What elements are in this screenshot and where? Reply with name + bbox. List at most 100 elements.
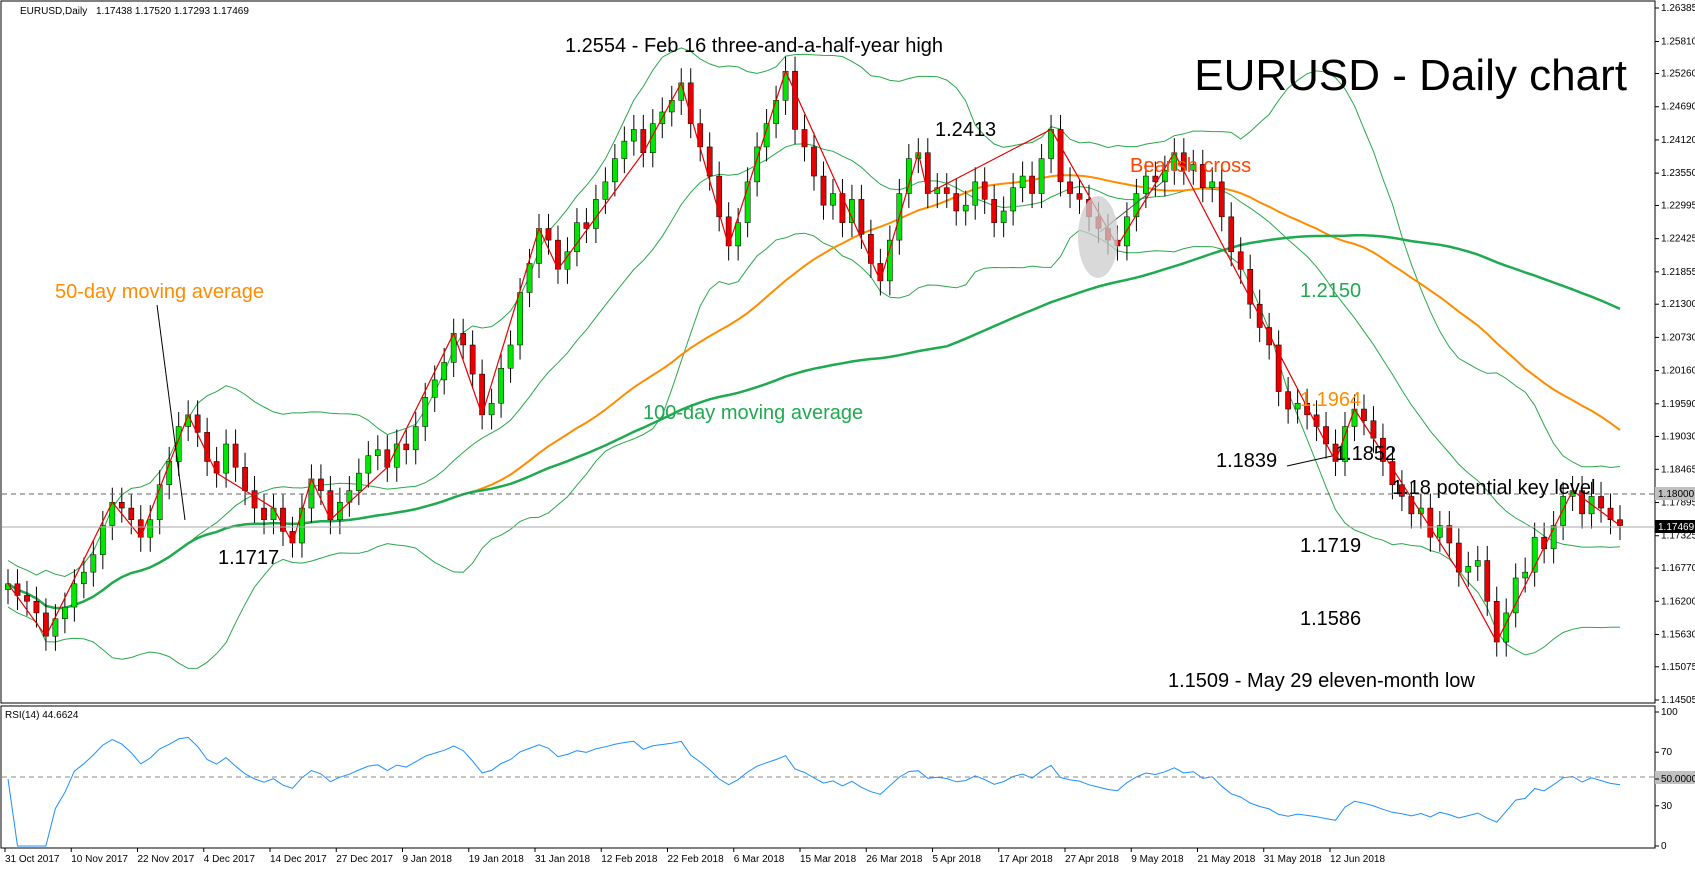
candle-body: [1465, 566, 1472, 573]
price-tick-label: 1.15075: [1661, 662, 1695, 673]
price-tick-label: 1.16770: [1661, 563, 1695, 574]
candle-body: [811, 146, 817, 177]
candle-body: [773, 100, 779, 124]
candle-body: [830, 193, 836, 206]
time-tick-label: 12 Jun 2018: [1330, 854, 1385, 865]
candle-body: [355, 472, 362, 491]
zigzag-path: [7, 69, 1621, 644]
time-tick-label: 19 Jan 2018: [469, 854, 524, 865]
bearish-cross-marker: [1078, 196, 1118, 278]
candle-body: [1247, 268, 1254, 305]
price-tick-label: 1.22425: [1661, 234, 1695, 245]
candle-body: [1361, 408, 1367, 421]
candle-body: [90, 554, 97, 573]
candle-body: [1531, 536, 1538, 573]
candle-body: [981, 181, 988, 200]
price-tick-label: 1.25260: [1661, 69, 1695, 80]
candle-body: [374, 449, 381, 456]
price-tick-label: 1.17325: [1661, 531, 1695, 542]
candle-body: [801, 129, 808, 148]
candle-body: [1427, 507, 1434, 538]
key-level-tag-text: 1.18000: [1658, 489, 1695, 500]
annotation-1-2413: 1.2413: [935, 119, 996, 141]
candle-body: [412, 426, 419, 451]
candle-body: [33, 601, 40, 614]
candle-body: [612, 158, 618, 183]
candle-body: [1199, 164, 1206, 188]
price-tick-label: 1.16200: [1661, 596, 1695, 607]
candle-body: [1455, 542, 1462, 573]
time-tick-label: 15 Mar 2018: [800, 854, 857, 865]
candle-body: [431, 379, 438, 398]
candle-body: [1133, 193, 1140, 218]
candle-body: [441, 362, 448, 381]
candle-body: [868, 234, 874, 264]
candle-body: [1228, 216, 1235, 253]
candle-body: [583, 222, 590, 229]
candle-body: [1019, 175, 1026, 188]
time-tick-label: 9 Jan 2018: [403, 854, 453, 865]
candle-body: [1474, 560, 1481, 567]
annotation-ma50-value: 1.1964: [1300, 389, 1361, 411]
price-tick-label: 1.14505: [1661, 695, 1695, 706]
candle-body: [299, 507, 305, 544]
candle-body: [1399, 484, 1405, 497]
candle-body: [792, 70, 798, 130]
candle-body: [1190, 164, 1197, 171]
candle-body: [1484, 560, 1491, 602]
candle-body: [1512, 577, 1519, 614]
current-price-tag: [1655, 520, 1695, 533]
price-axis: 1.26385 1.25810 1.25260 1.24690 1.24120 1.235…: [1655, 3, 1695, 706]
time-tick-label: 17 Apr 2018: [999, 854, 1053, 865]
annotation-ma100-value: 1.2150: [1300, 280, 1361, 302]
rsi-tick-label: 0: [1661, 841, 1667, 852]
candle-body: [1067, 181, 1073, 194]
price-tick-label: 1.21300: [1661, 299, 1695, 310]
candle-body: [166, 461, 173, 486]
price-tick-label: 1.21855: [1661, 267, 1695, 278]
candle-body: [905, 158, 912, 194]
candle-body: [1323, 426, 1329, 445]
candle-body: [716, 175, 723, 218]
candle-body: [1436, 525, 1443, 538]
time-tick-label: 14 Dec 2017: [270, 854, 327, 865]
price-tick-label: 1.19590: [1661, 399, 1695, 410]
candle-body: [1029, 175, 1035, 194]
candle-body: [156, 484, 163, 520]
candle-body: [1304, 402, 1310, 416]
candle-body: [1048, 129, 1054, 159]
ma100-line: [7, 234, 1621, 610]
price-tick-label: 1.23550: [1661, 168, 1695, 179]
key-level-tag: [1655, 487, 1695, 500]
candle-body: [1000, 210, 1007, 223]
candle-body: [71, 583, 78, 608]
price-tick-label: 1.22995: [1661, 200, 1695, 211]
moving-averages: [7, 174, 1621, 610]
candle-body: [545, 228, 552, 241]
candle-body: [820, 175, 827, 206]
candle-body: [507, 344, 514, 369]
price-tick-label: 1.25810: [1661, 36, 1695, 47]
candle-body: [887, 239, 893, 282]
candle-body: [1446, 525, 1453, 544]
candle-body: [1607, 507, 1614, 520]
candle-body: [213, 461, 220, 474]
candle-body: [1218, 181, 1225, 218]
annotation-high: 1.2554 - Feb 16 three-and-a-half-year hi…: [565, 35, 943, 57]
candle-body: [365, 455, 372, 474]
1-1852-pointer: [1286, 455, 1333, 467]
candle-body: [147, 519, 154, 538]
candle-body: [403, 443, 410, 451]
rsi-tick-label: 30: [1661, 801, 1673, 812]
candlesticks: [5, 56, 1623, 657]
candle-body: [1285, 391, 1291, 410]
price-tick-label: 1.18465: [1661, 464, 1695, 475]
symbol-label: EURUSD,Daily: [20, 6, 87, 17]
candle-body: [498, 368, 504, 404]
candle-body: [469, 344, 476, 375]
candle-body: [517, 292, 523, 346]
candle-body: [630, 129, 637, 142]
candle-body: [1560, 496, 1566, 526]
annotation-1-1717: 1.1717: [218, 547, 279, 569]
